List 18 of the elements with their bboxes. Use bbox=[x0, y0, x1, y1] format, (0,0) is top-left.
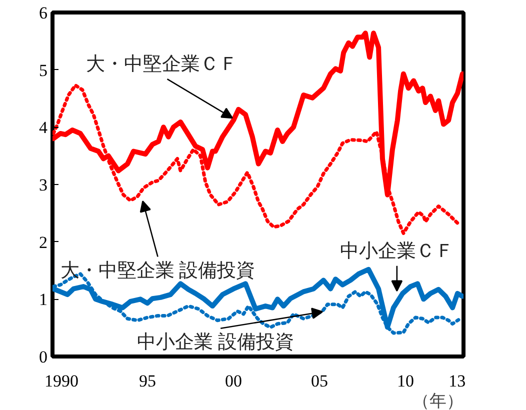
y-tick-label: 0 bbox=[39, 348, 48, 366]
x-tick-label: 10 bbox=[397, 372, 414, 390]
x-tick-label: 00 bbox=[224, 372, 242, 390]
y-tick-label: 6 bbox=[39, 4, 48, 22]
y-tick-label: 1 bbox=[39, 290, 48, 310]
annotation: 中小企業 設備投資 bbox=[137, 332, 294, 354]
x-tick-label: 05 bbox=[311, 372, 328, 390]
annotation: 中小企業ＣＦ bbox=[340, 241, 454, 262]
y-tick-label: 5 bbox=[39, 60, 48, 80]
x-tick-label: 95 bbox=[138, 372, 156, 390]
y-tick-label: 2 bbox=[39, 232, 48, 252]
y-tick-label: 4 bbox=[39, 118, 48, 138]
x-axis-title: （年） bbox=[412, 392, 464, 410]
x-tick-label: 13 bbox=[448, 372, 466, 390]
y-tick-label: 3 bbox=[39, 176, 48, 194]
x-tick-label: 1990 bbox=[44, 372, 78, 390]
annotation: 大・中堅企業 設備投資 bbox=[60, 260, 256, 282]
annotation: 大・中堅企業ＣＦ bbox=[86, 54, 238, 76]
